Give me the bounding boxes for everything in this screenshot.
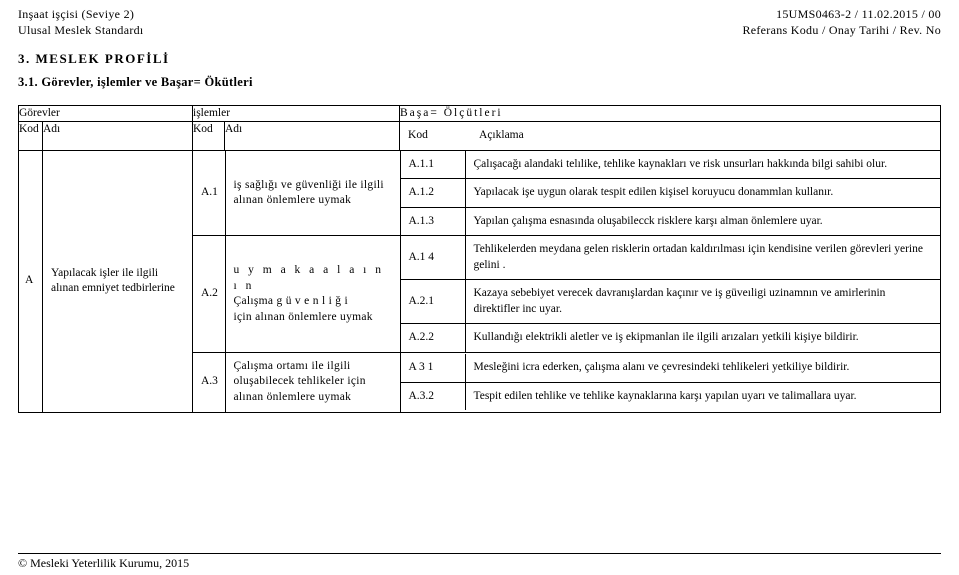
olcut-a2: A.1 4Tehlikelerden meydana gelen riskler…	[400, 236, 940, 353]
olcut-kod: A.1.2	[401, 179, 466, 208]
olcut-text: Yapılacak işe uygun olarak tespit edilen…	[465, 179, 940, 208]
col-islemler: işlemler	[193, 105, 400, 122]
col-kod3: Kod	[400, 122, 471, 150]
profile-table: Görevler işlemler Başa= Ölçütleri Kod Ad…	[18, 105, 941, 413]
islem-kod-a2: A.2	[193, 236, 225, 353]
header-left-line2: Ulusal Meslek Standardı	[18, 23, 144, 37]
header-right-line2: Referans Kodu / Onay Tarihi / Rev. No	[742, 23, 941, 37]
col-kod-acik: Kod Açıklama	[400, 122, 941, 151]
section-title: 3. MESLEK PROFİLİ	[18, 50, 941, 68]
islem-container: A.1 iş sağlığı ve güvenliği ile ilgili a…	[193, 150, 941, 412]
olcut-text: Tehlikelerden meydana gelen risklerin or…	[465, 236, 940, 280]
olcut-kod: A 3 1	[401, 354, 466, 382]
islem-row-a2: A.2 u y m a k a a l a ı n ı n Çalışma g …	[193, 236, 940, 353]
page-footer: © Mesleki Yeterlilik Kurumu, 2015	[18, 553, 941, 571]
col-adi1: Adı	[43, 122, 193, 151]
data-row: A Yapılacak işler ile ilgili alınan emni…	[19, 150, 941, 412]
olcut-a3: A 3 1Mesleğini icra ederken, çalışma ala…	[400, 352, 940, 411]
olcut-text: Mesleğini icra ederken, çalışma alanı ve…	[465, 354, 940, 382]
header-right-line1: 15UMS0463-2 / 11.02.2015 / 00	[776, 7, 941, 21]
olcut-kod: A.2.1	[401, 280, 466, 324]
col-adi2: Adı	[225, 122, 400, 151]
header-left-line1: Inşaat işçisi (Seviye 2)	[18, 7, 134, 21]
col-basari: Başa= Ölçütleri	[400, 105, 941, 122]
col-aciklama: Açıklama	[471, 122, 940, 150]
olcut-text: Tespit edilen tehlike ve tehlike kaynakl…	[465, 382, 940, 410]
islem-adi-a1: iş sağlığı ve güvenliği ile ilgili alına…	[225, 151, 400, 236]
islem-a2-line3: için alınan önlemlere uymak	[234, 311, 373, 323]
islem-adi-a3: Çalışma ortamı ile ilgili oluşabilecek t…	[225, 352, 400, 411]
gorev-adi: Yapılacak işler ile ilgili alınan emniye…	[43, 150, 193, 412]
islem-a2-line1: u y m a k a a l a ı n ı n	[234, 264, 385, 292]
islem-adi-a2: u y m a k a a l a ı n ı n Çalışma g ü v …	[225, 236, 400, 353]
olcut-kod: A.3.2	[401, 382, 466, 410]
col-kod1: Kod	[19, 122, 43, 151]
olcut-text: Yapılan çalışma esnasında oluşabilecck r…	[465, 207, 940, 235]
col-gorevler: Görevler	[19, 105, 193, 122]
sub-section-title: 3.1. Görevler, işlemler ve Başar= Ökütle…	[18, 74, 941, 91]
olcut-kod: A.1.1	[401, 151, 466, 179]
olcut-kod: A.1 4	[401, 236, 466, 280]
header-right: 15UMS0463-2 / 11.02.2015 / 00 Referans K…	[742, 6, 941, 38]
islem-a2-line2: Çalışma g ü v e n l i ğ i	[234, 295, 349, 307]
header-left: Inşaat işçisi (Seviye 2) Ulusal Meslek S…	[18, 6, 144, 38]
olcut-text: Kazaya sebebiyet verecek davranışlardan …	[465, 280, 940, 324]
islem-row-a1: A.1 iş sağlığı ve güvenliği ile ilgili a…	[193, 151, 940, 236]
olcut-text: Kullandığı elektrikli aletler ve iş ekip…	[465, 324, 940, 352]
olcut-text: Çalışacağı alandaki telılike, tehlike ka…	[465, 151, 940, 179]
islem-kod-a3: A.3	[193, 352, 225, 411]
islem-kod-a1: A.1	[193, 151, 225, 236]
header-row-2: Kod Adı Kod Adı Kod Açıklama	[19, 122, 941, 151]
header-row-1: Görevler işlemler Başa= Ölçütleri	[19, 105, 941, 122]
islem-row-a3: A.3 Çalışma ortamı ile ilgili oluşabilec…	[193, 352, 940, 411]
page-header: Inşaat işçisi (Seviye 2) Ulusal Meslek S…	[18, 6, 941, 38]
olcut-kod: A.2.2	[401, 324, 466, 352]
col-kod2: Kod	[193, 122, 225, 151]
olcut-kod: A.1.3	[401, 207, 466, 235]
islem-table: A.1 iş sağlığı ve güvenliği ile ilgili a…	[193, 151, 940, 412]
olcut-a1: A.1.1Çalışacağı alandaki telılike, tehli…	[400, 151, 940, 236]
gorev-kod: A	[19, 150, 43, 412]
